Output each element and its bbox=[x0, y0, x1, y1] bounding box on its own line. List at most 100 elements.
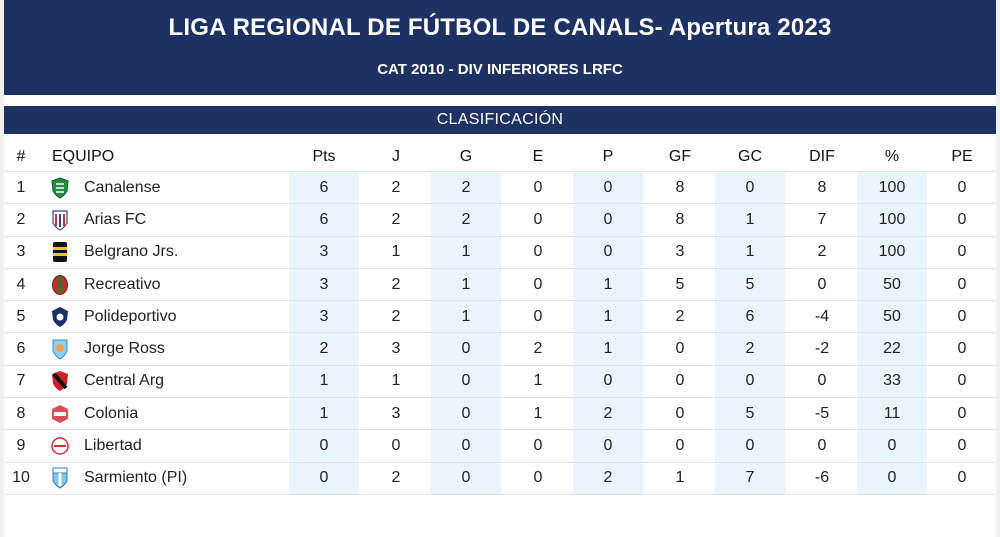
table-row: 8 Colonia 1 3 0 1 2 0 5 -5 11 0 bbox=[4, 398, 996, 431]
g-cell: 0 bbox=[431, 365, 501, 398]
gc-cell: 0 bbox=[715, 430, 785, 462]
g-cell: 1 bbox=[431, 268, 501, 301]
pe-cell: 0 bbox=[957, 340, 967, 358]
column-header-g: G bbox=[459, 147, 473, 165]
team-cell: Colonia bbox=[50, 398, 290, 429]
central-arg-crest-icon bbox=[50, 370, 70, 392]
column-header-e: E bbox=[532, 147, 544, 165]
pts-cell: 0 bbox=[289, 462, 359, 494]
column-header-position: # bbox=[16, 147, 26, 165]
gc-cell: 5 bbox=[715, 268, 785, 301]
p-cell: 0 bbox=[573, 204, 643, 236]
percent-cell: 50 bbox=[857, 268, 927, 301]
table-row: 9 Libertad 0 0 0 0 0 0 0 0 0 0 bbox=[4, 430, 996, 463]
gf-cell: 3 bbox=[675, 243, 685, 261]
team-cell: Arias FC bbox=[50, 204, 290, 235]
page-header: LIGA REGIONAL DE FÚTBOL DE CANALS- Apert… bbox=[4, 0, 996, 95]
gf-cell: 0 bbox=[675, 437, 685, 455]
gc-cell: 6 bbox=[715, 301, 785, 333]
arias-crest-icon bbox=[50, 209, 70, 231]
g-cell: 0 bbox=[431, 398, 501, 430]
team-name: Canalense bbox=[84, 178, 161, 196]
column-header-pe: PE bbox=[951, 147, 973, 165]
position-cell: 6 bbox=[16, 340, 26, 358]
team-cell: Central Arg bbox=[50, 366, 290, 397]
pe-cell: 0 bbox=[957, 469, 967, 487]
libertad-crest-icon bbox=[50, 435, 70, 457]
colonia-crest-icon bbox=[50, 403, 70, 425]
j-cell: 2 bbox=[391, 178, 401, 196]
recreativo-crest-icon bbox=[50, 274, 70, 296]
pe-cell: 0 bbox=[957, 404, 967, 422]
pe-cell: 0 bbox=[957, 243, 967, 261]
table-row: 6 Jorge Ross 2 3 0 2 1 0 2 -2 22 0 bbox=[4, 333, 996, 366]
g-cell: 2 bbox=[431, 204, 501, 236]
belgrano-crest-icon bbox=[50, 241, 70, 263]
table-row: 1 Canalense 6 2 2 0 0 8 0 8 100 0 bbox=[4, 172, 996, 205]
pe-cell: 0 bbox=[957, 372, 967, 390]
p-cell: 2 bbox=[573, 462, 643, 494]
j-cell: 1 bbox=[391, 243, 401, 261]
team-cell: Polideportivo bbox=[50, 301, 290, 332]
gc-cell: 0 bbox=[715, 365, 785, 398]
percent-cell: 50 bbox=[857, 301, 927, 333]
position-cell: 1 bbox=[16, 178, 26, 196]
p-cell: 0 bbox=[573, 430, 643, 462]
position-cell: 10 bbox=[12, 469, 30, 487]
j-cell: 2 bbox=[391, 469, 401, 487]
section-title: CLASIFICACIÓN bbox=[4, 106, 996, 134]
position-cell: 8 bbox=[16, 404, 26, 422]
canalense-crest-icon bbox=[50, 177, 70, 199]
percent-cell: 0 bbox=[857, 430, 927, 462]
dif-cell: 0 bbox=[817, 437, 827, 455]
percent-cell: 11 bbox=[857, 398, 927, 430]
gf-cell: 5 bbox=[675, 275, 685, 293]
team-name: Belgrano Jrs. bbox=[84, 243, 179, 261]
percent-cell: 100 bbox=[857, 204, 927, 236]
gc-cell: 5 bbox=[715, 398, 785, 430]
team-name: Recreativo bbox=[84, 275, 161, 293]
table-row: 10 Sarmiento (PI) 0 2 0 0 2 1 7 -6 0 0 bbox=[4, 462, 996, 495]
column-header-team: EQUIPO bbox=[52, 147, 115, 165]
dif-cell: -6 bbox=[814, 469, 830, 487]
gc-cell: 0 bbox=[715, 172, 785, 204]
e-cell: 1 bbox=[533, 372, 543, 390]
g-cell: 0 bbox=[431, 430, 501, 462]
standings-widget: LIGA REGIONAL DE FÚTBOL DE CANALS- Apert… bbox=[4, 0, 996, 537]
standings-table: # EQUIPO Pts J G E P GF GC DIF % PE 1 Ca… bbox=[4, 142, 996, 495]
pts-cell: 6 bbox=[289, 172, 359, 204]
j-cell: 1 bbox=[391, 372, 401, 390]
p-cell: 1 bbox=[573, 268, 643, 301]
e-cell: 1 bbox=[533, 404, 543, 422]
j-cell: 2 bbox=[391, 210, 401, 228]
table-row: 7 Central Arg 1 1 0 1 0 0 0 0 33 0 bbox=[4, 365, 996, 399]
team-cell: Sarmiento (PI) bbox=[50, 463, 290, 494]
table-row: 4 Recreativo 3 2 1 0 1 5 5 0 50 0 bbox=[4, 268, 996, 302]
page-subtitle: CAT 2010 - DIV INFERIORES LRFC bbox=[377, 61, 623, 78]
dif-cell: 0 bbox=[817, 372, 827, 390]
e-cell: 2 bbox=[533, 340, 543, 358]
j-cell: 2 bbox=[391, 275, 401, 293]
pts-cell: 0 bbox=[289, 430, 359, 462]
team-name: Central Arg bbox=[84, 372, 165, 390]
jorge-ross-crest-icon bbox=[50, 338, 70, 360]
pe-cell: 0 bbox=[957, 307, 967, 325]
team-name: Arias FC bbox=[84, 210, 147, 228]
table-row: 3 Belgrano Jrs. 3 1 1 0 0 3 1 2 100 0 bbox=[4, 236, 996, 269]
table-row: 2 Arias FC 6 2 2 0 0 8 1 7 100 0 bbox=[4, 204, 996, 237]
team-name: Libertad bbox=[84, 437, 142, 455]
pts-cell: 3 bbox=[289, 236, 359, 268]
dif-cell: 0 bbox=[817, 275, 827, 293]
percent-cell: 100 bbox=[857, 236, 927, 268]
team-cell: Canalense bbox=[50, 172, 290, 203]
j-cell: 3 bbox=[391, 340, 401, 358]
p-cell: 0 bbox=[573, 236, 643, 268]
column-header-gf: GF bbox=[668, 147, 692, 165]
percent-cell: 100 bbox=[857, 172, 927, 204]
gf-cell: 0 bbox=[675, 340, 685, 358]
team-name: Jorge Ross bbox=[84, 340, 165, 358]
pts-cell: 3 bbox=[289, 301, 359, 333]
g-cell: 1 bbox=[431, 301, 501, 333]
p-cell: 0 bbox=[573, 365, 643, 398]
column-header-pts: Pts bbox=[312, 147, 336, 165]
